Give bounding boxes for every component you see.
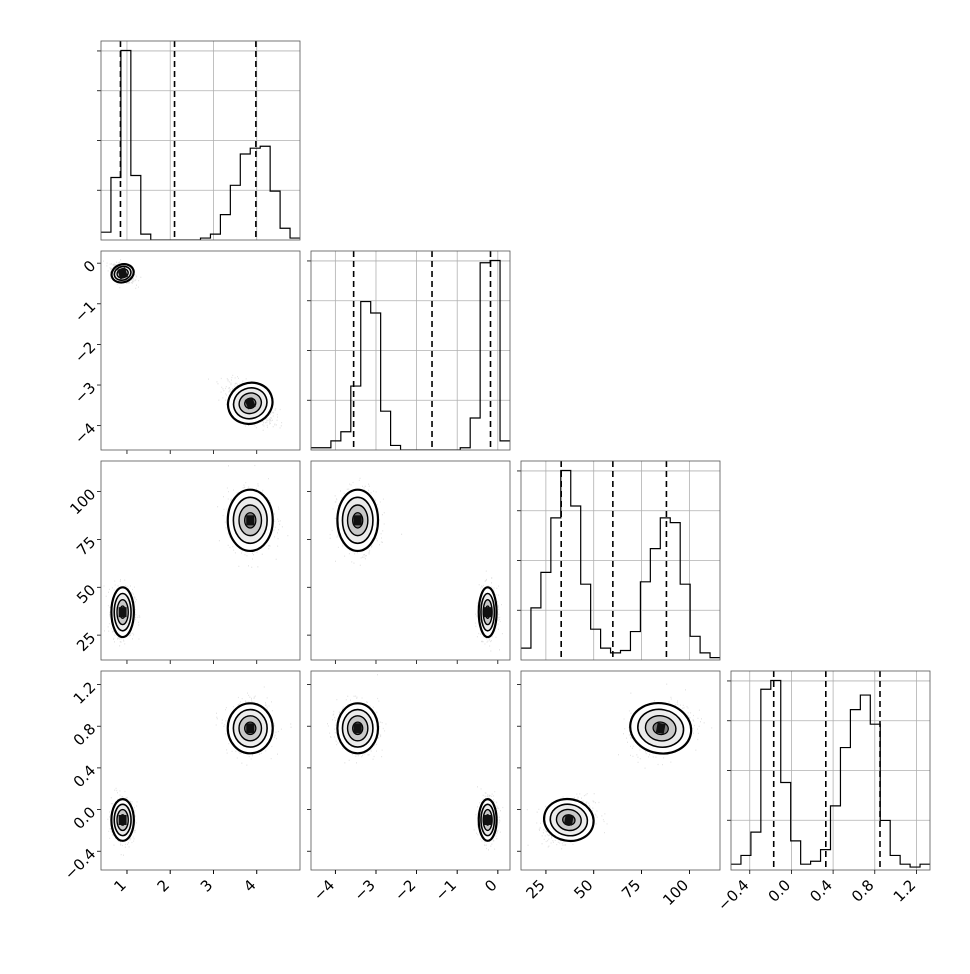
y-tick-label: −2 xyxy=(71,338,99,366)
density-peak xyxy=(483,607,492,618)
panel-frame xyxy=(730,670,931,871)
histogram-step xyxy=(101,49,300,240)
panel-3-0 xyxy=(97,670,301,874)
density-peak xyxy=(244,397,256,410)
panels xyxy=(97,40,931,874)
x-tick-label: −2 xyxy=(391,876,419,904)
y-tick-label: −1 xyxy=(71,297,99,325)
x-tick-label: 75 xyxy=(618,876,644,902)
x-tick-label: 25 xyxy=(522,876,548,902)
x-tick-label: 0.4 xyxy=(806,876,836,906)
x-tick-label: 0 xyxy=(481,876,500,895)
histogram-step xyxy=(311,259,510,450)
x-tick-label: 1.2 xyxy=(890,876,920,906)
panel-frame xyxy=(310,460,511,661)
panel-frame xyxy=(100,250,301,451)
histogram-step xyxy=(521,469,720,659)
panel-2-0 xyxy=(97,460,301,664)
panel-3-2 xyxy=(517,670,721,874)
panel-frame xyxy=(100,40,301,241)
y-tick-label: −3 xyxy=(71,379,99,407)
panel-frame xyxy=(310,250,511,451)
panel-2-2 xyxy=(517,460,721,661)
x-tick-label: −1 xyxy=(432,876,460,904)
x-tick-label: 4 xyxy=(240,876,259,895)
panel-content xyxy=(103,259,283,431)
density-peak xyxy=(118,814,127,825)
density-peak xyxy=(655,722,666,734)
panel-3-1 xyxy=(307,670,511,874)
density-peak xyxy=(483,814,492,825)
density-peak xyxy=(118,607,127,618)
y-tick-label: 100 xyxy=(66,485,99,518)
density-peak xyxy=(246,723,255,734)
panel-content xyxy=(101,41,300,240)
y-tick-label: 75 xyxy=(73,533,99,559)
panel-frame xyxy=(520,670,721,871)
x-tick-label: −4 xyxy=(310,876,338,904)
panel-content xyxy=(327,674,504,851)
x-tick-label: 0.0 xyxy=(765,876,795,906)
panel-2-1 xyxy=(307,460,511,664)
panel-frame xyxy=(520,460,721,661)
panel-3-3 xyxy=(727,670,931,871)
x-tick-label: 100 xyxy=(659,876,692,909)
panel-frame xyxy=(100,670,301,871)
panel-content xyxy=(107,686,292,856)
scatter-points xyxy=(327,674,504,851)
x-tick-label: 0.8 xyxy=(848,876,878,906)
x-tick-label: 2 xyxy=(154,876,173,895)
panel-content xyxy=(521,461,720,660)
density-peak xyxy=(353,515,362,526)
panel-0-0 xyxy=(97,40,301,241)
panel-1-0 xyxy=(97,250,301,454)
x-tick-label: −3 xyxy=(350,876,378,904)
histogram-step xyxy=(731,679,930,868)
panel-content xyxy=(103,464,289,647)
x-tick-label: −0.4 xyxy=(714,876,752,914)
panel-frame xyxy=(100,460,301,661)
y-tick-label: 25 xyxy=(73,629,99,655)
density-peak xyxy=(563,814,574,826)
density-peak xyxy=(246,515,255,526)
panel-content xyxy=(526,683,713,850)
x-tick-label: 50 xyxy=(570,876,596,902)
y-tick-label: 0.8 xyxy=(70,720,100,750)
panel-frame xyxy=(310,670,511,871)
panel-content xyxy=(329,477,503,652)
panel-1-1 xyxy=(307,250,511,451)
y-tick-label: 1.2 xyxy=(70,678,100,708)
y-tick-label: 0 xyxy=(80,257,99,276)
panel-content xyxy=(731,671,930,870)
y-tick-label: −0.4 xyxy=(61,845,99,883)
y-tick-label: 0.0 xyxy=(70,803,100,833)
panel-content xyxy=(311,251,510,450)
y-tick-label: 0.4 xyxy=(70,762,100,792)
y-tick-label: 50 xyxy=(73,581,99,607)
x-tick-label: 1 xyxy=(110,876,129,895)
density-peak xyxy=(353,723,362,734)
x-tick-label: 3 xyxy=(197,876,216,895)
y-tick-label: −4 xyxy=(71,419,99,447)
density-peak xyxy=(117,267,128,280)
